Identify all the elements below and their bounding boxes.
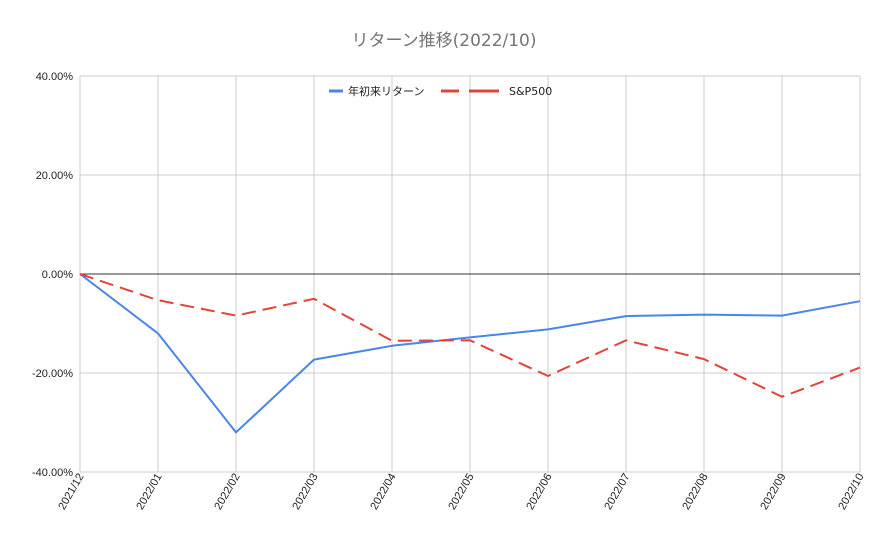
x-axis-ticks: 2021/12 2022/01 2022/02 2022/03 2022/04 2022/… [56,472,866,512]
x-tick-label: 2022/08 [680,472,710,512]
data-point [780,314,784,318]
y-tick-label: -40.00% [32,467,73,479]
data-point [312,297,316,301]
data-point [624,314,628,318]
data-point [702,313,706,317]
data-point [468,338,472,342]
data-point [546,327,550,331]
data-point [234,430,238,434]
x-tick-label: 2022/04 [368,472,398,512]
series-lines [78,272,862,434]
data-point [780,395,784,399]
data-point [390,339,394,343]
x-tick-label: 2022/09 [758,472,788,512]
series-line-0 [79,273,861,434]
data-point [156,298,160,302]
x-tick-label: 2022/07 [602,472,632,512]
data-point [390,344,394,348]
y-tick-label: 20.00% [36,170,74,182]
data-point [858,299,862,303]
x-tick-label: 2022/02 [212,472,242,512]
data-point [858,366,862,370]
data-point [156,331,160,335]
y-tick-label: -20.00% [32,368,73,380]
data-point [78,272,82,276]
legend: 年初来リターン S&P500 [329,84,552,98]
y-tick-label: 0.00% [42,269,73,281]
x-tick-label: 2022/03 [290,472,320,512]
series-line-1 [79,273,861,398]
data-point [234,314,238,318]
legend-label: 年初来リターン [348,84,424,98]
data-point [702,357,706,361]
chart-title: リターン推移(2022/10) [351,31,537,51]
data-point [312,358,316,362]
x-tick-label: 2022/06 [524,472,554,512]
x-tick-label: 2022/05 [446,472,476,512]
y-tick-label: 40.00% [36,71,74,83]
x-tick-label: 2022/10 [836,472,866,512]
data-point [546,374,550,378]
data-point [624,338,628,342]
x-tick-label: 2022/01 [134,472,164,512]
y-axis-ticks: 40.00% 20.00% 0.00% -20.00% -40.00% [32,71,73,479]
legend-label: S&P500 [509,85,552,98]
